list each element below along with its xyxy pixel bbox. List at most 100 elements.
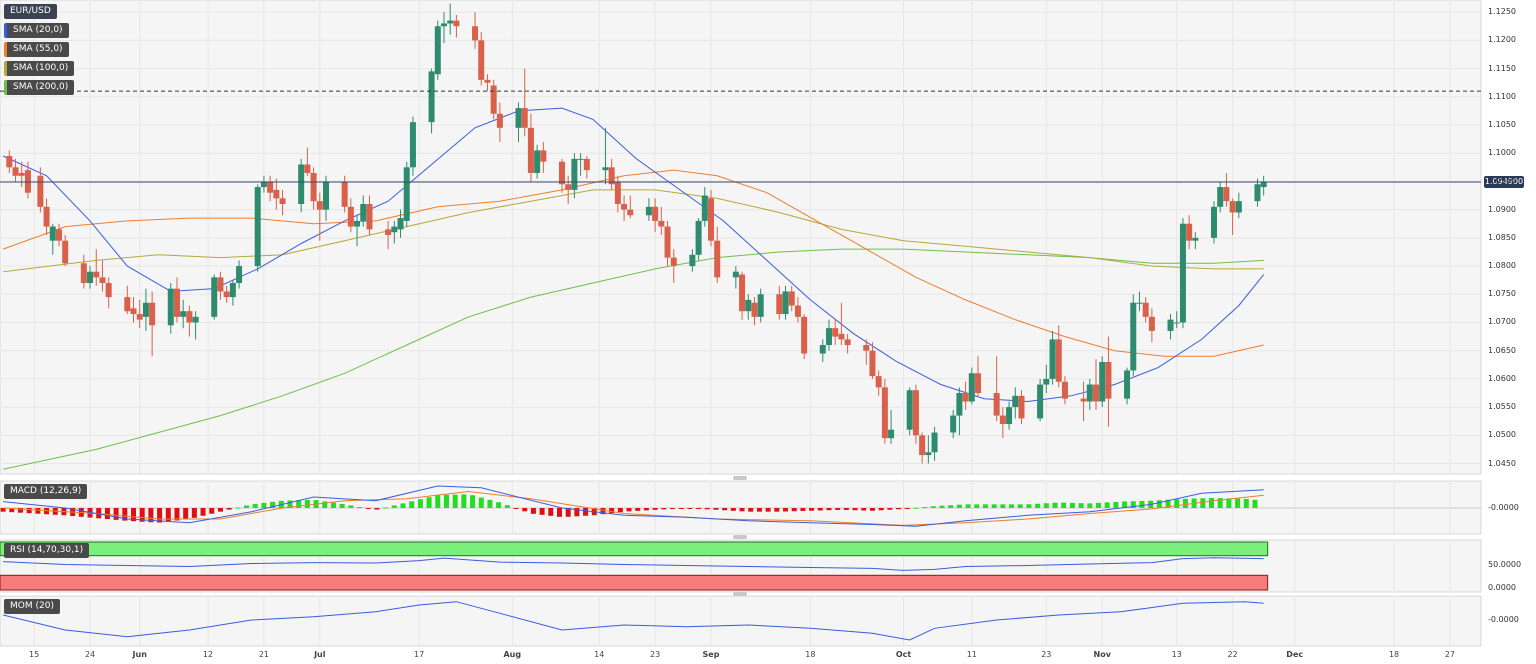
candle-body [49, 226, 56, 241]
macd-histogram-bar [1130, 501, 1136, 508]
panel-resize-handle-macd[interactable] [733, 476, 747, 480]
candle-body [652, 206, 659, 221]
macd-histogram-bar [400, 503, 406, 508]
candle-body [869, 350, 876, 377]
macd-histogram-bar [304, 499, 310, 508]
sma55-tag[interactable]: SMA (55,0) [4, 42, 69, 57]
macd-histogram-bar [339, 503, 345, 508]
panel-resize-handle-rsi[interactable] [733, 535, 747, 539]
macd-histogram-bar [1009, 504, 1015, 508]
y-tick-label: 1.1150 [1488, 63, 1516, 73]
candle-body [565, 184, 572, 190]
macd-histogram-bar [730, 508, 736, 511]
macd-histogram-bar [548, 508, 554, 516]
y-tick-label: 1.0900 [1488, 204, 1516, 214]
candle-body [186, 311, 193, 323]
candle-body [577, 158, 584, 160]
macd-histogram-bar [982, 504, 988, 508]
candle-body [583, 158, 590, 171]
candle-body [1006, 407, 1013, 425]
candle-body [87, 271, 94, 283]
macd-tag[interactable]: MACD (12,26,9) [4, 484, 88, 499]
macd-histogram-bar [1200, 498, 1206, 508]
candle-body [1142, 302, 1149, 317]
macd-histogram-bar [678, 508, 684, 509]
macd-histogram-bar [200, 508, 206, 516]
candle-body [1235, 201, 1242, 213]
macd-y-tick-label: -0.0000 [1488, 503, 1519, 512]
candle-body [844, 339, 851, 346]
macd-histogram-bar [939, 505, 945, 508]
y-tick-label: 1.0600 [1488, 373, 1516, 383]
macd-histogram-bar [1052, 502, 1058, 508]
candle-body [409, 122, 416, 168]
macd-histogram-bar [131, 508, 137, 522]
candle-body [93, 271, 100, 278]
macd-histogram-bar [409, 501, 415, 508]
macd-histogram-bar [1174, 499, 1180, 508]
x-tick-label: 18 [805, 650, 816, 659]
sma20-tag[interactable]: SMA (20,0) [4, 23, 69, 38]
sma200-tag[interactable]: SMA (200,0) [4, 80, 75, 95]
candle-body [962, 393, 969, 402]
macd-histogram-bar [461, 494, 467, 508]
x-tick-label: 13 [1171, 650, 1182, 659]
macd-histogram-bar [713, 508, 719, 510]
macd-histogram-bar [930, 506, 936, 508]
candle-body [968, 373, 975, 402]
candle-body [397, 218, 404, 230]
macd-histogram-bar [96, 508, 102, 519]
macd-histogram-bar [739, 508, 745, 512]
macd-signal-line [3, 490, 1264, 526]
macd-histogram-bar [244, 505, 250, 508]
candle-body [1012, 395, 1019, 408]
candle-body [1037, 384, 1044, 419]
candle-body [888, 429, 895, 439]
candle-body [472, 26, 479, 41]
candle-body [254, 187, 261, 267]
candle-body [43, 206, 50, 227]
macd-histogram-bar [139, 508, 145, 522]
candle-body [1061, 381, 1068, 399]
macd-histogram-bar [1069, 502, 1075, 508]
candle-body [310, 172, 317, 202]
sma100-tag[interactable]: SMA (100,0) [4, 61, 75, 76]
macd-histogram-bar [1217, 498, 1223, 508]
macd-histogram-bar [113, 508, 119, 520]
rsi-tag[interactable]: RSI (14,70,30,1) [4, 543, 90, 558]
macd-histogram-bar [896, 508, 902, 510]
macd-histogram-bar [1235, 498, 1241, 508]
panel-resize-handle-mom[interactable] [733, 592, 747, 596]
macd-histogram-bar [791, 508, 797, 512]
candle-body [950, 415, 957, 433]
candle-body [1192, 237, 1199, 241]
macd-histogram-bar [1095, 502, 1101, 508]
macd-histogram-bar [826, 508, 832, 511]
candle-body [428, 71, 435, 123]
macd-histogram-bar [1165, 499, 1171, 508]
candle-body [37, 175, 44, 207]
macd-histogram-bar [183, 508, 189, 520]
x-tick-label: 15 [29, 650, 40, 659]
candle-body [149, 302, 156, 326]
macd-histogram-bar [617, 508, 623, 513]
symbol-tag[interactable]: EUR/USD [4, 4, 57, 19]
candle-body [534, 150, 541, 173]
macd-histogram-bar [44, 508, 50, 515]
macd-histogram-bar [887, 508, 893, 510]
macd-histogram-bar [696, 508, 702, 509]
macd-histogram-bar [722, 508, 728, 511]
candle-body [447, 20, 454, 24]
candle-body [608, 167, 615, 185]
candle-body [819, 345, 826, 354]
macd-histogram-bar [913, 507, 919, 509]
macd-histogram-bar [861, 508, 867, 511]
y-tick-label: 1.1200 [1488, 35, 1516, 45]
candle-body [12, 167, 19, 176]
macd-histogram-bar [1035, 503, 1041, 508]
mom-tag[interactable]: MOM (20) [4, 599, 60, 614]
candle-body [18, 172, 25, 176]
macd-histogram-bar [765, 508, 771, 512]
candle-body [323, 181, 330, 210]
macd-histogram-bar [330, 502, 336, 508]
